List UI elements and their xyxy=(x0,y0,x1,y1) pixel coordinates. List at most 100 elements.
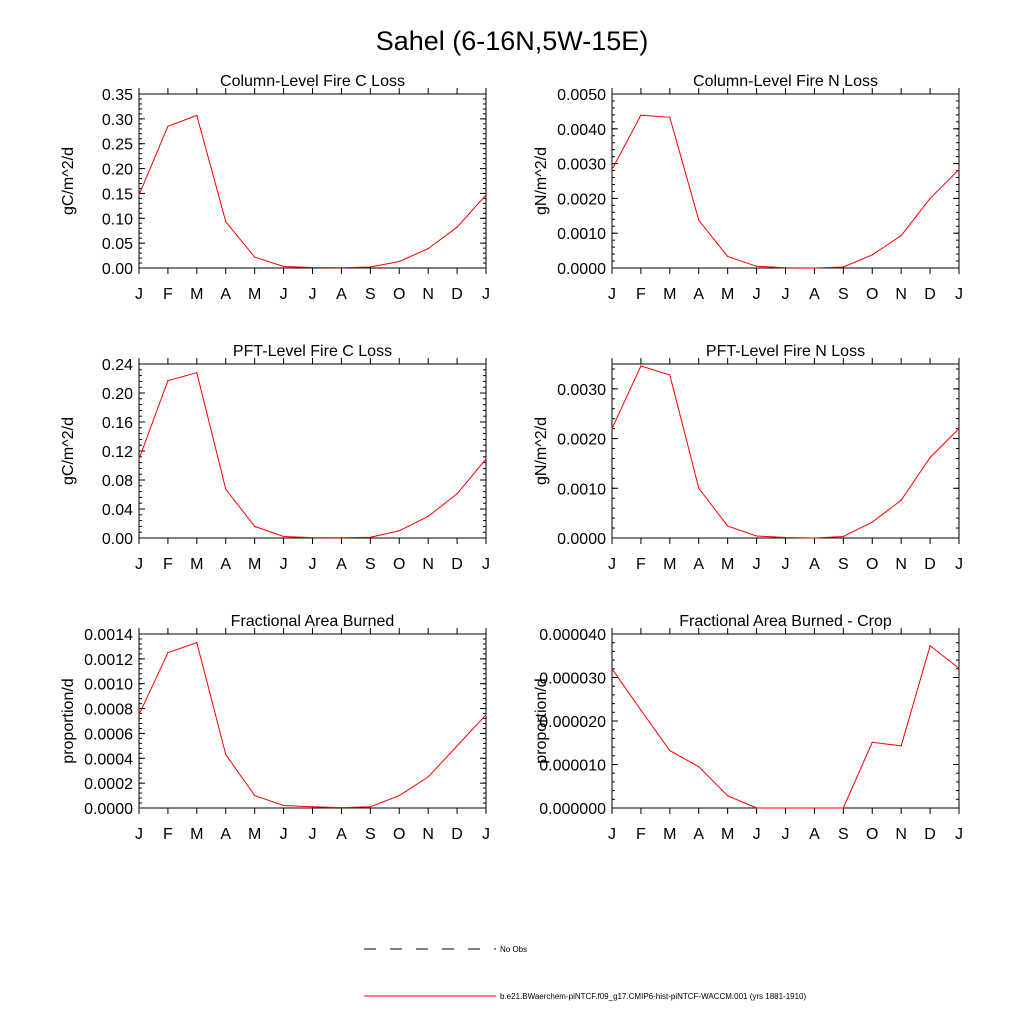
x-tick-label: M xyxy=(721,826,734,843)
x-tick-label: F xyxy=(163,826,173,843)
data-point xyxy=(311,537,314,539)
data-point xyxy=(225,753,227,756)
data-point xyxy=(456,745,458,747)
y-tick-label: 0.20 xyxy=(102,386,133,403)
data-point xyxy=(369,806,371,808)
y-tick-label: 0.15 xyxy=(102,186,133,203)
x-tick-label: M xyxy=(248,826,261,843)
x-tick-label: N xyxy=(895,556,907,573)
legend: No Obs b.e21.BWaerchem-piNTCF.f09_g17.CM… xyxy=(364,945,807,1001)
data-point xyxy=(398,794,400,797)
x-tick-label: J xyxy=(753,286,761,303)
x-tick-label: J xyxy=(782,286,790,303)
data-point xyxy=(611,428,613,430)
x-tick-label: A xyxy=(220,826,231,843)
data-point xyxy=(427,515,429,517)
data-point xyxy=(755,265,758,267)
x-tick-label: M xyxy=(721,286,734,303)
x-tick-label: J xyxy=(753,556,761,573)
y-tick-label: 0.0020 xyxy=(557,432,606,449)
data-point xyxy=(640,709,642,711)
y-tick-label: 0.16 xyxy=(102,415,133,432)
data-point xyxy=(369,266,371,268)
y-tick-label: 0.08 xyxy=(102,473,133,490)
x-tick-label: J xyxy=(280,286,288,303)
x-tick-label: J xyxy=(309,556,317,573)
x-tick-label: O xyxy=(866,556,878,573)
y-axis-label: gN/m^2/d xyxy=(533,147,550,215)
data-point xyxy=(871,254,873,256)
data-point xyxy=(167,652,169,654)
chart-title: Column-Level Fire N Loss xyxy=(693,73,878,90)
data-point xyxy=(196,114,198,116)
data-point xyxy=(669,749,671,752)
x-tick-label: F xyxy=(163,286,173,303)
y-tick-label: 0.35 xyxy=(102,87,133,104)
data-point xyxy=(485,714,487,716)
legend-model-label: b.e21.BWaerchem-piNTCF.f09_g17.CMIP6-his… xyxy=(500,992,807,1001)
x-tick-label: D xyxy=(451,556,463,573)
x-tick-label: M xyxy=(248,556,261,573)
x-tick-label: M xyxy=(190,556,203,573)
data-point xyxy=(340,267,343,269)
data-point xyxy=(900,235,902,237)
x-tick-label: S xyxy=(365,286,376,303)
x-tick-label: S xyxy=(365,556,376,573)
data-point xyxy=(842,535,844,538)
x-tick-label: J xyxy=(135,286,143,303)
y-tick-label: 0.0004 xyxy=(84,751,133,768)
data-point xyxy=(398,260,400,263)
series-line xyxy=(138,642,487,809)
x-tick-label: A xyxy=(693,556,704,573)
data-point xyxy=(784,536,787,539)
data-point xyxy=(900,499,902,501)
data-point xyxy=(282,265,285,268)
series-line xyxy=(138,372,487,539)
x-tick-label: A xyxy=(809,826,820,843)
data-point xyxy=(900,745,902,747)
x-tick-label: J xyxy=(309,286,317,303)
plot-frame xyxy=(611,93,960,269)
x-tick-label: J xyxy=(608,826,616,843)
y-tick-label: 0.0000 xyxy=(557,261,606,278)
series-line xyxy=(611,114,960,269)
x-tick-label: N xyxy=(422,286,434,303)
y-tick-label: 0.20 xyxy=(102,162,133,179)
x-tick-label: O xyxy=(393,286,405,303)
y-axis-label: proportion/d xyxy=(60,678,77,763)
x-tick-label: A xyxy=(336,826,347,843)
x-tick-label: M xyxy=(190,286,203,303)
chart-panel-2: Column-Level Fire N Loss gN/m^2/d 0.0000 0.… xyxy=(533,73,963,303)
data-point xyxy=(929,456,931,459)
plot-frame xyxy=(611,363,960,539)
y-tick-label: 0.0000 xyxy=(84,801,133,818)
x-tick-label: J xyxy=(135,826,143,843)
data-point xyxy=(311,266,314,269)
data-point xyxy=(254,256,256,258)
data-point xyxy=(138,194,140,196)
y-tick-label: 0.00 xyxy=(102,531,133,548)
chart-panel-3: PFT-Level Fire C Loss gC/m^2/d 0.00 0.04 0.0… xyxy=(60,343,490,573)
x-tick-label: A xyxy=(336,556,347,573)
x-tick-label: D xyxy=(924,286,936,303)
y-tick-label: 0.0012 xyxy=(84,652,133,669)
x-tick-label: J xyxy=(955,826,963,843)
chart-title: PFT-Level Fire N Loss xyxy=(706,343,865,360)
data-point xyxy=(958,667,960,669)
data-point xyxy=(755,535,758,537)
data-point xyxy=(871,521,873,523)
data-point xyxy=(842,266,844,268)
data-point xyxy=(225,221,227,223)
series-line xyxy=(611,644,960,809)
plot-frame xyxy=(611,633,960,809)
x-tick-label: A xyxy=(809,556,820,573)
x-tick-label: F xyxy=(163,556,173,573)
x-tick-label: D xyxy=(451,286,463,303)
y-tick-label: 0.0008 xyxy=(84,702,133,719)
y-tick-label: 0.04 xyxy=(102,502,133,519)
y-tick-label: 0.000010 xyxy=(539,758,606,775)
y-tick-label: 0.0010 xyxy=(557,226,606,243)
data-point xyxy=(958,428,960,430)
data-point xyxy=(398,530,400,532)
data-point xyxy=(196,642,198,644)
